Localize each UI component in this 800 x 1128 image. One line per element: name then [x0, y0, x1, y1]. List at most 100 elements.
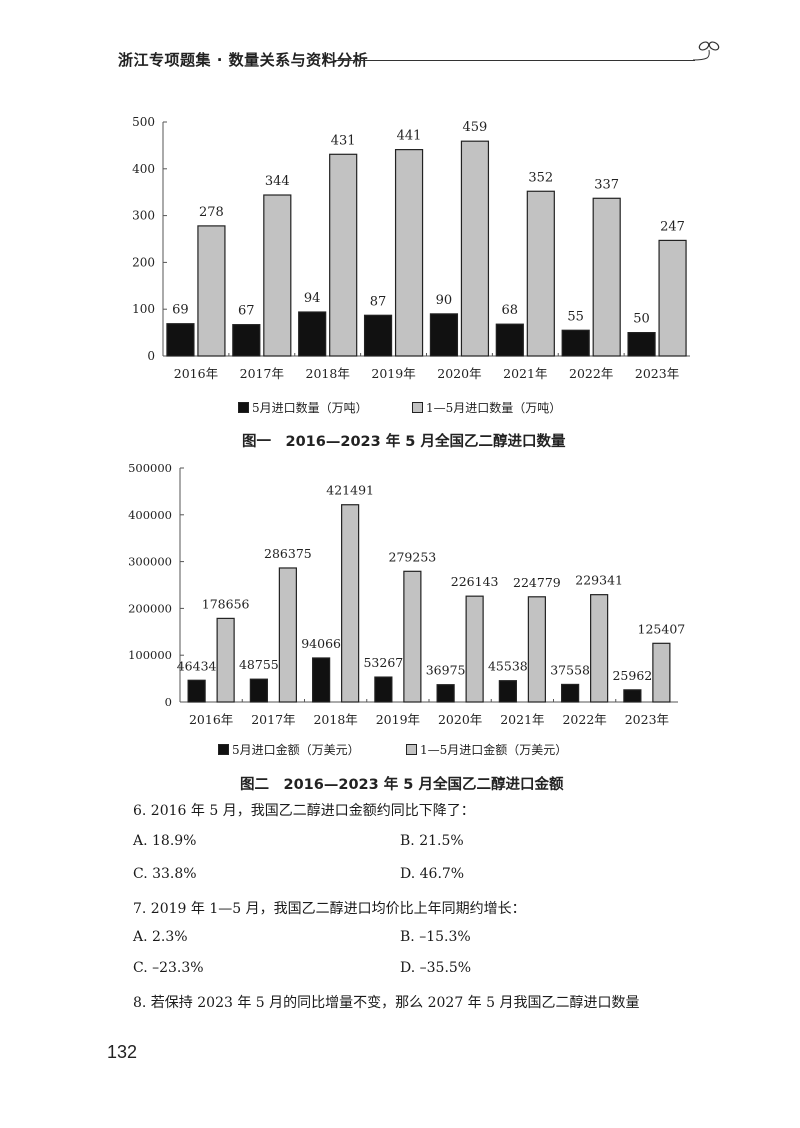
bar-value-label: 421491	[326, 483, 374, 498]
bar-may	[374, 676, 393, 703]
x-category-label: 2023年	[635, 366, 679, 381]
chart1-legend-b: 1—5月进口数量（万吨）	[412, 399, 561, 416]
x-category-label: 2022年	[569, 366, 613, 381]
x-category-label: 2018年	[306, 366, 350, 381]
chart1-legend: 5月进口数量（万吨）	[238, 399, 368, 416]
bar-jan-may	[526, 190, 555, 357]
header-rule	[333, 60, 695, 61]
bar-value-label: 46434	[177, 658, 217, 673]
x-category-label: 2019年	[376, 712, 420, 727]
bar-may	[363, 314, 393, 357]
bar-jan-may	[341, 504, 360, 703]
bar-jan-may	[465, 595, 484, 703]
bar-value-label: 459	[463, 120, 488, 135]
bar-value-label: 90	[436, 293, 453, 308]
bar-value-label: 178656	[202, 596, 250, 611]
option-6d: D. 46.7%	[400, 866, 465, 882]
bar-value-label: 68	[502, 303, 519, 318]
import-value-chart: 0 100000 200000 300000 400000 500000 46434 1786…	[110, 456, 690, 738]
bar-value-label: 67	[238, 304, 255, 319]
bar-value-label: 48755	[239, 657, 279, 672]
bar-jan-may	[527, 596, 546, 703]
y-tick-label: 400	[132, 162, 155, 176]
bar-may	[627, 332, 656, 357]
option-6c: C. 33.8%	[133, 866, 197, 882]
option-7d: D. –35.5%	[400, 960, 472, 976]
bar-may	[561, 683, 580, 703]
question-8: 8. 若保持 2023 年 5 月的同比增量不变，那么 2027 年 5 月我国…	[133, 995, 640, 1011]
bar-value-label: 53267	[363, 655, 403, 670]
bar-value-label: 337	[594, 177, 619, 192]
option-6b: B. 21.5%	[400, 833, 464, 849]
bar-jan-may	[329, 153, 358, 357]
bar-jan-may	[403, 570, 422, 703]
bar-jan-may	[394, 149, 424, 357]
bar-may	[561, 329, 590, 357]
y-tick-label: 200	[132, 255, 155, 269]
bar-jan-may	[197, 225, 226, 357]
option-7a: A. 2.3%	[133, 929, 188, 945]
bar-jan-may	[216, 617, 235, 703]
y-tick-label: 0	[147, 349, 155, 363]
chart2-caption: 图二 2016—2023 年 5 月全国乙二醇进口金额	[240, 777, 564, 793]
bar-jan-may	[590, 594, 609, 703]
legend-label-jan-may: 1—5月进口数量（万吨）	[426, 401, 562, 415]
x-category-label: 2017年	[240, 366, 284, 381]
y-tick-label: 400000	[128, 508, 172, 522]
bar-value-label: 87	[370, 294, 387, 309]
bar-may	[298, 311, 327, 357]
bar-value-label: 278	[199, 205, 224, 220]
bar-value-label: 37558	[550, 662, 590, 677]
bar-may	[249, 678, 268, 703]
y-tick-label: 300000	[128, 555, 172, 569]
legend-label-may: 5月进口数量（万吨）	[252, 401, 368, 415]
bar-value-label: 226143	[451, 574, 499, 589]
x-category-label: 2018年	[313, 712, 357, 727]
legend-swatch-dark	[218, 744, 229, 755]
x-category-label: 2016年	[189, 712, 233, 727]
bar-value-label: 50	[633, 312, 650, 327]
bar-value-label: 441	[397, 129, 422, 144]
bar-value-label: 344	[265, 174, 290, 189]
bar-jan-may	[263, 194, 292, 357]
option-7c: C. –23.3%	[133, 960, 204, 976]
bar-value-label: 45538	[488, 659, 528, 674]
bar-value-label: 69	[172, 303, 189, 318]
bar-value-label: 125407	[638, 621, 686, 636]
x-category-label: 2019年	[371, 366, 415, 381]
page-number: 132	[107, 1042, 138, 1062]
x-category-label: 2021年	[503, 366, 547, 381]
x-category-label: 2021年	[500, 712, 544, 727]
x-category-label: 2020年	[438, 712, 482, 727]
bar-value-label: 36975	[426, 663, 466, 678]
bar-may	[498, 680, 517, 703]
bar-value-label: 229341	[575, 573, 623, 588]
bar-may	[187, 679, 206, 703]
y-tick-label: 100000	[128, 648, 172, 662]
sprout-icon	[693, 41, 720, 61]
chart2-legend-b: 1—5月进口金额（万美元）	[406, 741, 567, 758]
question-6: 6. 2016 年 5 月，我国乙二醇进口金额约同比下降了：	[133, 803, 475, 819]
question-7: 7. 2019 年 1—5 月，我国乙二醇进口均价比上年同期约增长：	[133, 901, 526, 917]
bar-value-label: 224779	[513, 575, 561, 590]
bar-may	[495, 323, 524, 357]
bar-may	[429, 313, 459, 357]
bar-may	[232, 324, 261, 357]
option-7b: B. –15.3%	[400, 929, 471, 945]
bar-value-label: 94	[304, 291, 321, 306]
chart1-caption: 图一 2016—2023 年 5 月全国乙二醇进口数量	[242, 434, 566, 450]
legend-swatch-light	[412, 402, 423, 413]
bar-value-label: 55	[567, 309, 584, 324]
import-quantity-chart: 0 100 200 300 400 500 69 278 2016年 67 344 2017年 94 43…	[110, 108, 690, 398]
x-category-label: 2017年	[251, 712, 295, 727]
bar-may	[436, 684, 455, 703]
bar-may	[312, 657, 331, 703]
bar-jan-may	[592, 197, 621, 357]
x-category-label: 2016年	[174, 366, 218, 381]
y-tick-label: 300	[132, 209, 155, 223]
y-tick-label: 0	[165, 695, 172, 709]
legend-label-jan-may: 1—5月进口金额（万美元）	[420, 743, 568, 757]
bar-may	[623, 689, 642, 703]
bar-value-label: 247	[660, 219, 685, 234]
x-category-label: 2023年	[625, 712, 669, 727]
